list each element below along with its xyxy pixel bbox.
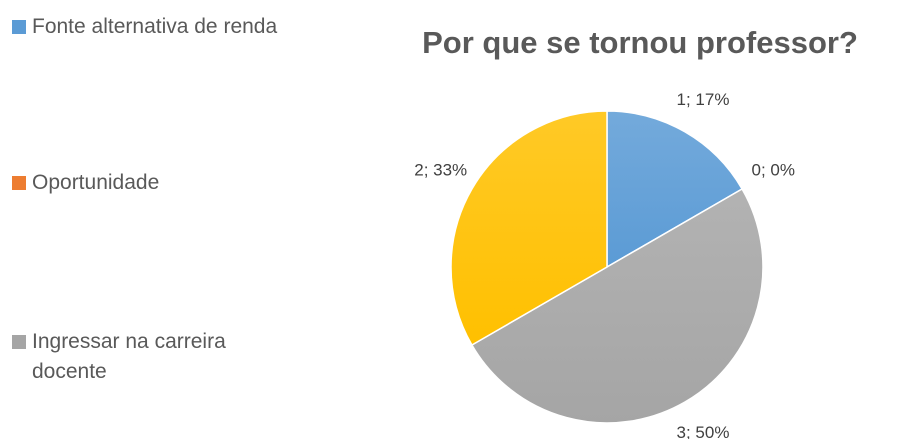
- legend-swatch: [12, 176, 26, 190]
- legend-label: Ingressar na carreira docente: [32, 330, 226, 383]
- pie-slice: [470, 187, 764, 424]
- legend-swatch: [12, 335, 26, 349]
- data-label: 1; 17%: [677, 90, 730, 109]
- legend-entry: Oportunidade: [12, 168, 292, 198]
- data-label: 0; 0%: [752, 160, 795, 179]
- legend-entry: Ingressar na carreira docente: [12, 327, 292, 387]
- pie-slice: [450, 110, 608, 347]
- legend-label: Oportunidade: [32, 171, 160, 194]
- legend-swatch: [12, 20, 26, 34]
- legend-entry: Fonte alternativa de renda: [12, 12, 292, 42]
- pie-slice: [606, 110, 744, 269]
- data-label: 3; 50%: [677, 423, 730, 439]
- chart-title: Por que se tornou professor?: [422, 25, 858, 60]
- legend-label: Fonte alternativa de renda: [32, 15, 278, 38]
- data-label: 2; 33%: [414, 160, 467, 179]
